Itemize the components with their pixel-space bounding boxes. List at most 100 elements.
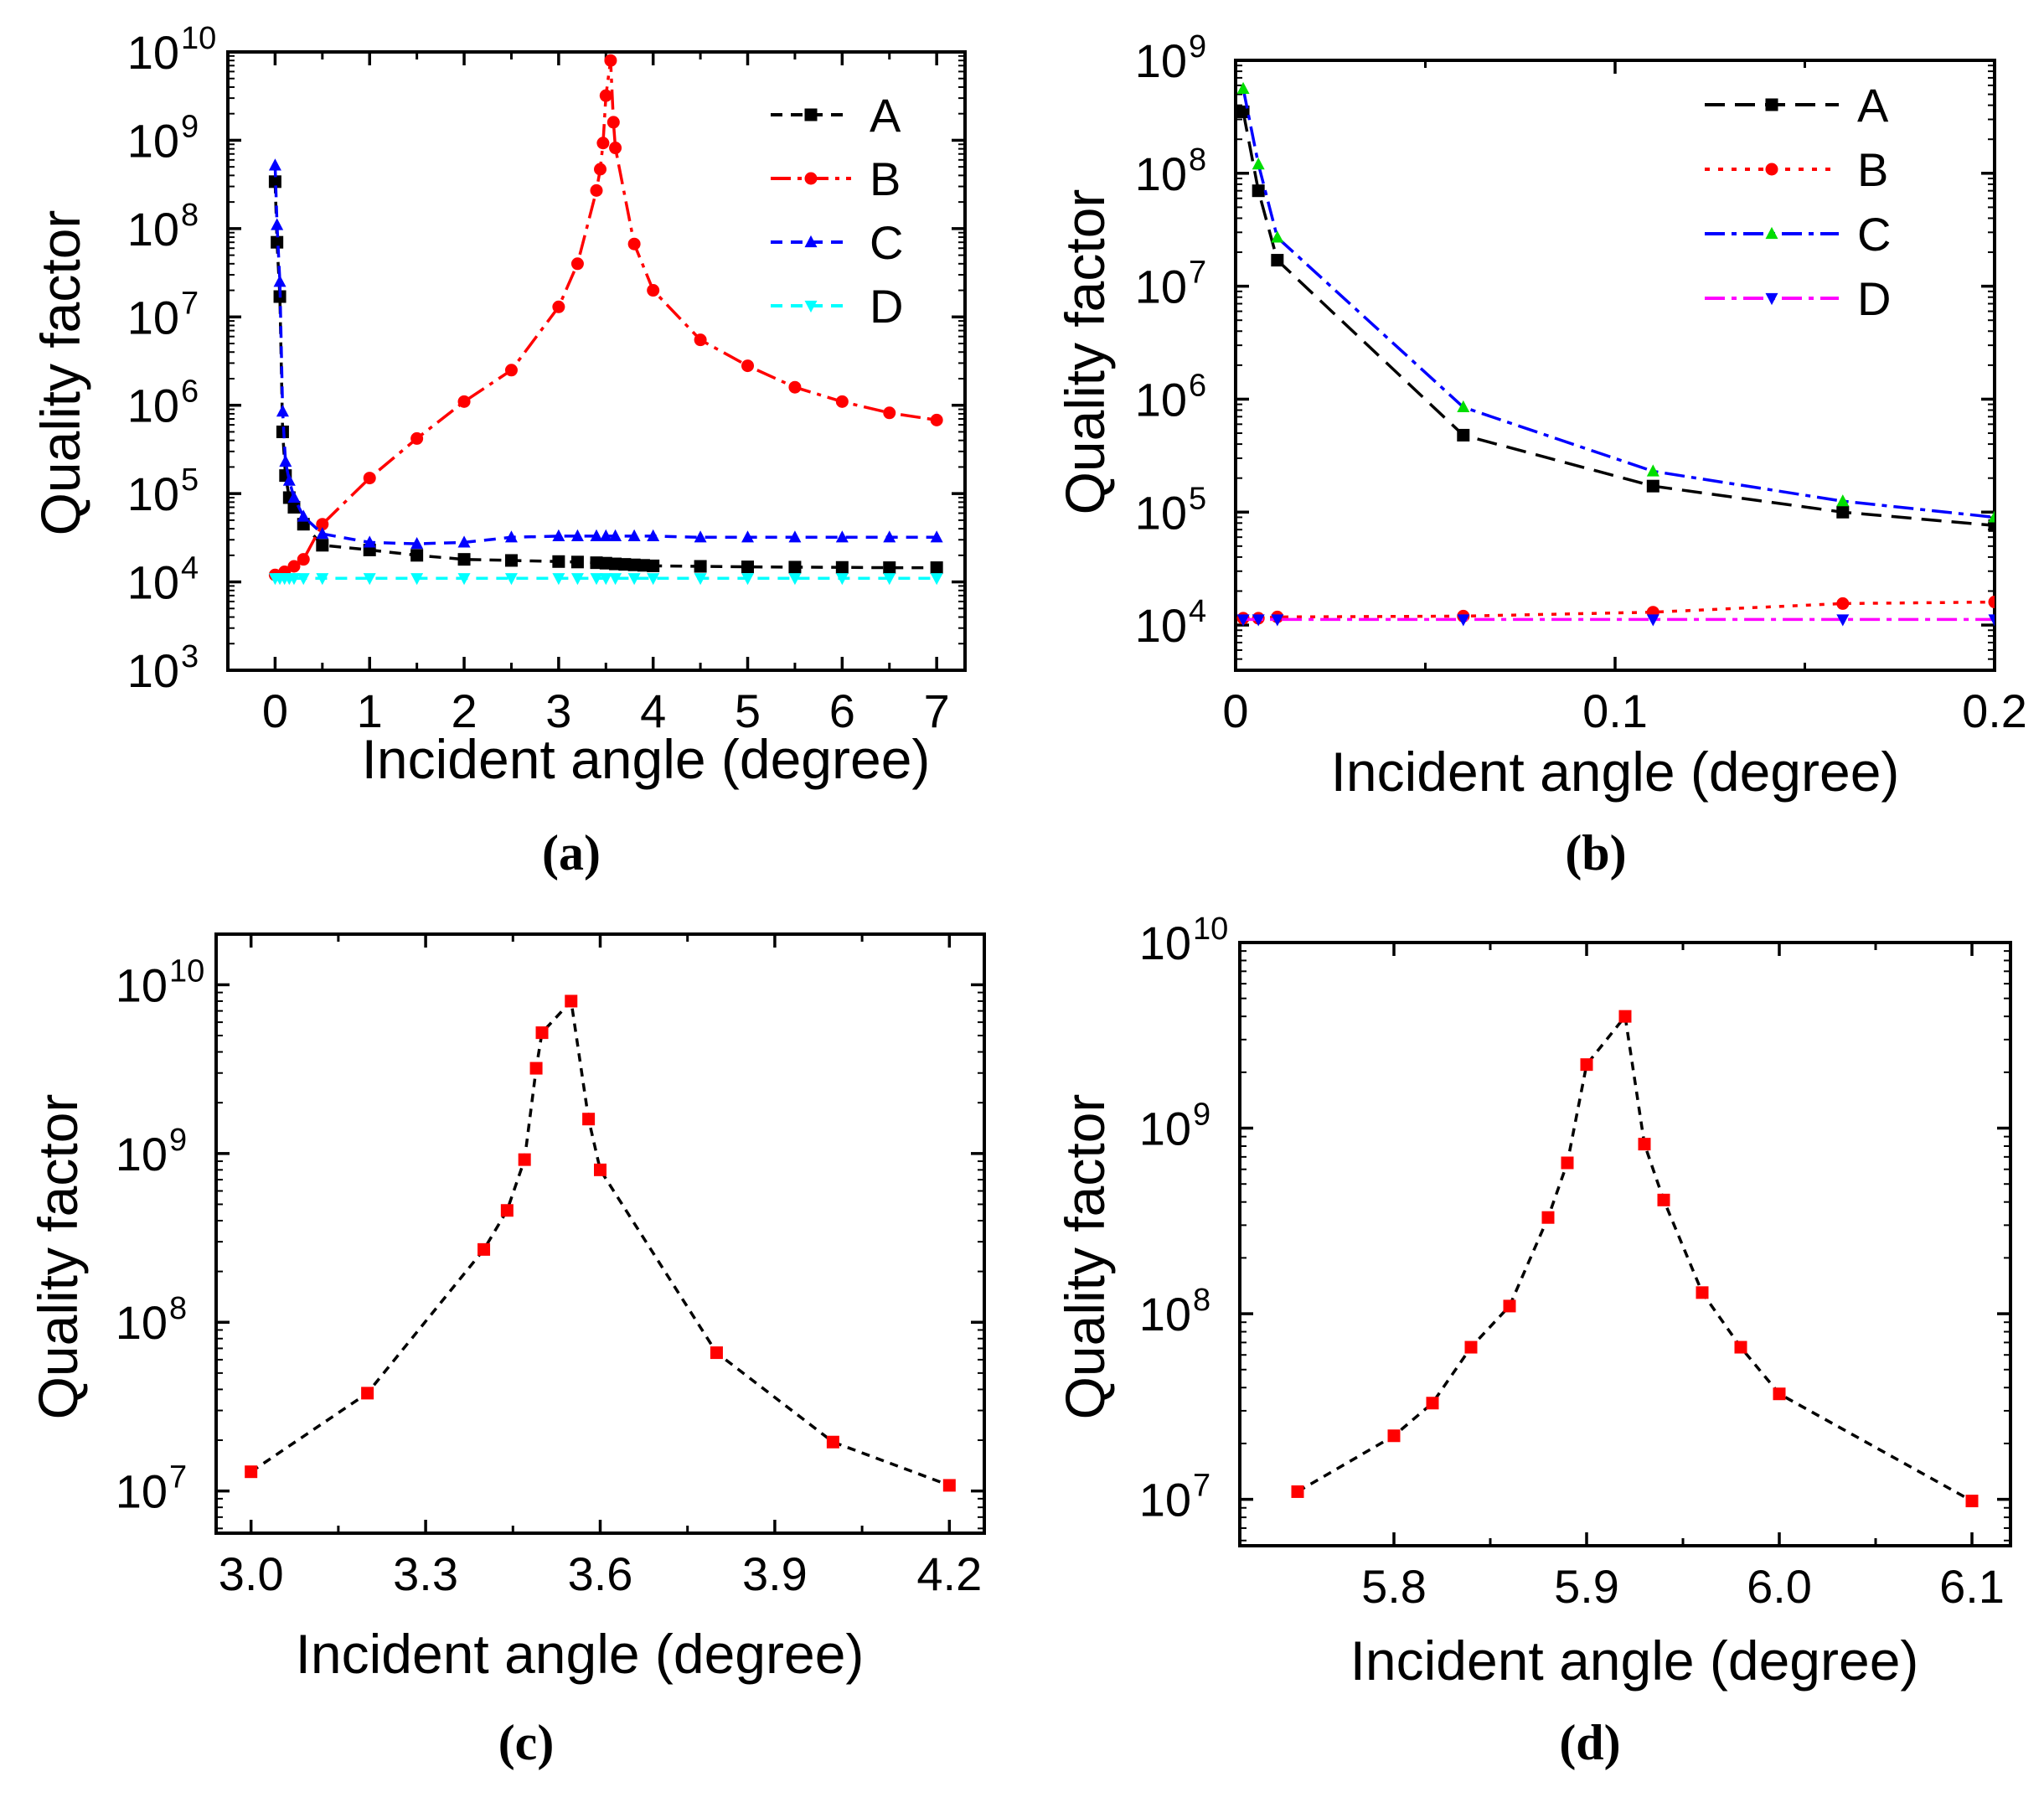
panel-a-legend-label-C: C bbox=[870, 216, 903, 269]
panel-a-series-D-point bbox=[647, 573, 660, 586]
panel-c-y-tick-exponent: 7 bbox=[169, 1460, 187, 1495]
panel-a-series-D-point bbox=[835, 573, 849, 586]
panel-a-series-C-point bbox=[694, 530, 707, 543]
panel-a-series-D-point bbox=[599, 573, 612, 586]
panel-a-series-A-point bbox=[883, 561, 896, 575]
panel-d-x-tick-label: 6.0 bbox=[1747, 1560, 1812, 1613]
panel-a-series-C-point bbox=[741, 530, 755, 543]
panel-a-series-C-point bbox=[282, 473, 296, 486]
panel-a-series-B-point bbox=[552, 300, 565, 313]
panel-a-series-B-point bbox=[604, 54, 617, 67]
panel-a-series-C-point bbox=[279, 454, 292, 467]
panel-a-series-D-point bbox=[741, 573, 755, 586]
panel-a-series-C-point bbox=[457, 535, 471, 548]
panel-a: (a) Incident angle (degree) Quality fact… bbox=[29, 21, 967, 881]
panel-a-series-A-point bbox=[504, 554, 518, 567]
panel-a-series-D-point bbox=[590, 573, 603, 586]
panel-c-series-B-point bbox=[529, 1061, 543, 1075]
panel-a-y-tick-exponent: 7 bbox=[181, 286, 199, 321]
panel-b-series-A-point bbox=[1988, 519, 1995, 532]
panel-b-legend-label-B: B bbox=[1857, 143, 1888, 196]
panel-c-series-B-point bbox=[477, 1242, 491, 1256]
panel-a-data-area bbox=[268, 54, 943, 586]
panel-a-legend-marker-D bbox=[804, 300, 818, 313]
panel-c-series-B-point bbox=[245, 1465, 258, 1479]
panel-c-series-B-point bbox=[594, 1163, 606, 1176]
panel-a-series-B-point bbox=[883, 406, 896, 420]
panel-a-series-D-point bbox=[316, 573, 329, 586]
panel-a-series-C-point bbox=[627, 529, 641, 541]
panel-c-series-B-point bbox=[361, 1387, 374, 1400]
panel-b-y-tick-label: 10 bbox=[1135, 147, 1187, 200]
panel-d-y-tick-exponent: 7 bbox=[1193, 1469, 1210, 1504]
panel-a-y-tick-label: 10 bbox=[127, 291, 179, 343]
panel-c-x-tick-label: 4.2 bbox=[916, 1547, 982, 1600]
panel-a-series-D-point bbox=[788, 573, 802, 586]
panel-b-series-C-point bbox=[1236, 81, 1250, 95]
panel-a-y-tick-label: 10 bbox=[127, 114, 179, 167]
panel-a-series-A-point bbox=[457, 553, 471, 566]
panel-b-y-tick-label: 10 bbox=[1135, 599, 1187, 652]
panel-b-data-area bbox=[1236, 81, 1995, 627]
panel-a-legend-marker-B bbox=[804, 172, 818, 185]
panel-d-x-tick-label: 5.8 bbox=[1361, 1560, 1427, 1613]
panel-a-series-D-point bbox=[694, 573, 707, 586]
panel-d-series-B-point bbox=[1773, 1387, 1786, 1401]
panel-b-y-tick-exponent: 8 bbox=[1189, 142, 1206, 178]
panel-a-series-A-point bbox=[835, 560, 849, 574]
panel-d: (d) Incident angle (degree) Quality fact… bbox=[1054, 912, 2012, 1770]
panel-d-y-tick-label: 10 bbox=[1139, 1288, 1191, 1340]
panel-c: (c) Incident angle (degree) Quality fact… bbox=[27, 932, 986, 1770]
panel-b-series-C-point bbox=[1836, 494, 1850, 507]
panel-a-series-B-point bbox=[647, 284, 660, 297]
panel-a-x-tick-label: 0 bbox=[262, 684, 288, 737]
panel-a-series-D-point bbox=[570, 573, 584, 586]
panel-a-series-B-point bbox=[694, 333, 707, 347]
panel-a-series-C-point bbox=[590, 529, 603, 541]
panel-b-series-D-point bbox=[1271, 614, 1284, 627]
panel-b-series-D-point bbox=[1646, 614, 1659, 627]
panel-a-y-tick-label: 10 bbox=[127, 26, 179, 79]
panel-c-plot-frame bbox=[214, 932, 986, 1535]
panel-a-series-B-point bbox=[835, 395, 849, 408]
panel-d-x-axis-label: Incident angle (degree) bbox=[1350, 1630, 1919, 1692]
panel-b-y-tick-exponent: 6 bbox=[1189, 368, 1206, 403]
panel-b-y-tick-exponent: 9 bbox=[1189, 29, 1206, 65]
panel-b-y-tick-exponent: 7 bbox=[1189, 256, 1206, 291]
panel-b-y-axis-label: Quality factor bbox=[1054, 189, 1116, 515]
panel-d-series-B-point bbox=[1657, 1193, 1670, 1206]
panel-b-legend-marker-C bbox=[1765, 226, 1778, 240]
panel-d-series-B-point bbox=[1580, 1058, 1593, 1072]
panel-a-legend-label-B: B bbox=[870, 152, 901, 205]
panel-a-series-C-point bbox=[570, 529, 584, 541]
panel-b-legend-marker-D bbox=[1765, 292, 1778, 306]
panel-a-series-B-point bbox=[788, 380, 802, 394]
panel-a-x-axis-label: Incident angle (degree) bbox=[362, 728, 931, 790]
panel-b-series-D-point bbox=[1252, 614, 1265, 627]
panel-c-series-B-line bbox=[250, 998, 950, 1487]
panel-a-legend-marker-C bbox=[804, 235, 818, 248]
panel-b-series-C-point bbox=[1646, 464, 1659, 477]
panel-a-series-B-point bbox=[504, 364, 518, 377]
panel-d-series-B-line bbox=[1297, 1012, 1973, 1503]
panel-a-series-B-point bbox=[606, 116, 620, 129]
panel-c-y-tick-label: 10 bbox=[116, 958, 168, 1011]
panel-a-series-C-point bbox=[271, 218, 284, 230]
panel-a-series-A-point bbox=[287, 500, 301, 514]
panel-c-series-B-point bbox=[942, 1479, 956, 1492]
panel-a-x-tick-label: 6 bbox=[829, 684, 855, 737]
panel-a-series-A-point bbox=[741, 560, 755, 574]
panel-a-y-tick-exponent: 4 bbox=[181, 551, 199, 586]
panel-a-x-tick-label: 1 bbox=[357, 684, 383, 737]
panel-d-series-B-point bbox=[1734, 1340, 1747, 1354]
panel-c-y-tick-exponent: 8 bbox=[169, 1291, 187, 1326]
panel-a-series-D-point bbox=[930, 573, 943, 586]
panel-d-series-B-point bbox=[1464, 1340, 1478, 1354]
panel-d-y-tick-label: 10 bbox=[1139, 1103, 1191, 1155]
panel-d-y-axis-label: Quality factor bbox=[1054, 1094, 1116, 1420]
panel-d-data-area bbox=[1291, 1010, 1979, 1508]
panel-b-legend-label-D: D bbox=[1857, 272, 1891, 325]
panel-a-series-C-point bbox=[410, 536, 424, 550]
panel-a-series-C-point bbox=[287, 490, 301, 504]
